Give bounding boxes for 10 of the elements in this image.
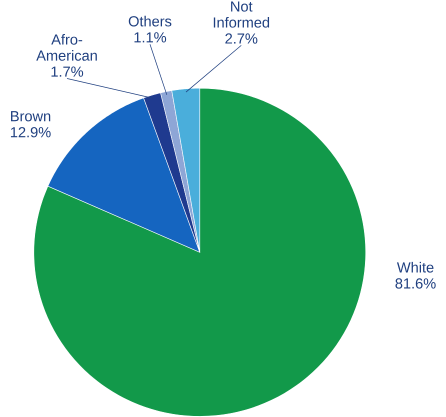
slice-label: Brown — [11, 111, 50, 122]
data-label: 12.9% — [10, 127, 51, 138]
data-label: 1.1% — [134, 32, 166, 43]
slice-label: Afro-American — [36, 34, 97, 61]
data-label: 2.7% — [225, 34, 258, 44]
slice-label: Others — [128, 16, 172, 27]
slice-label: White — [396, 262, 434, 273]
data-label: 81.6% — [395, 278, 436, 289]
data-label: 1.7% — [52, 66, 84, 77]
slice-label: Not Informed — [214, 2, 270, 28]
